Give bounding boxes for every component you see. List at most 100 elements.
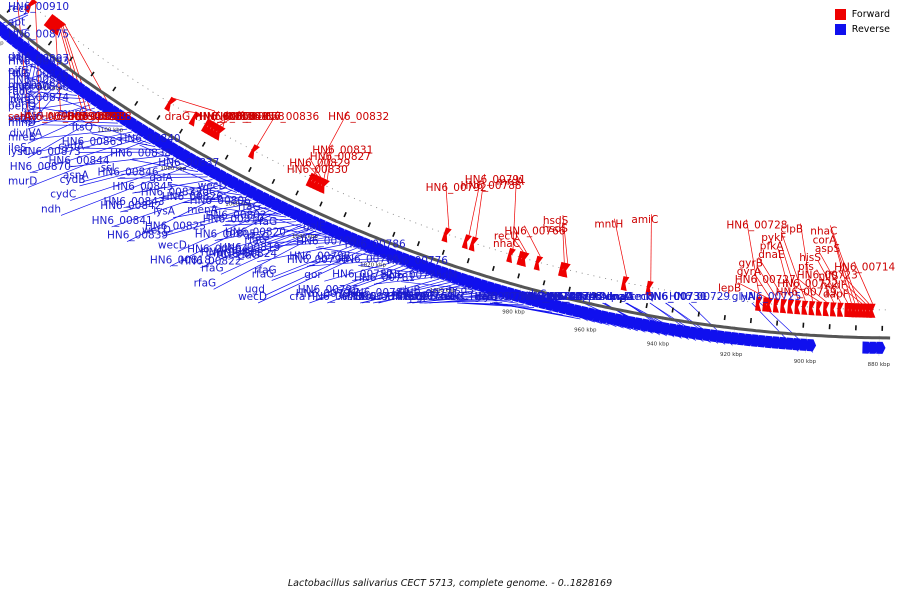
forward-gene-arrow bbox=[164, 96, 177, 112]
reverse-gene-label: rfaG bbox=[194, 277, 217, 289]
reverse-gene-label: HN6_00825 bbox=[145, 220, 206, 232]
reverse-gene-label: ftsQ bbox=[72, 122, 93, 134]
forward-gene-label: HN6_00788 bbox=[461, 180, 522, 192]
reverse-gene-label: HN6_00782 bbox=[332, 268, 393, 280]
reverse-gene-label: menA bbox=[187, 204, 218, 216]
forward-leader-line bbox=[445, 182, 450, 229]
reverse-leader-line bbox=[207, 225, 307, 256]
reverse-leader-line bbox=[419, 299, 508, 304]
legend-label-reverse: Reverse bbox=[851, 24, 890, 35]
forward-gene-arrow bbox=[808, 301, 816, 316]
reverse-gene-label: ndh bbox=[41, 203, 61, 215]
reverse-gene-label: HN6_00839 bbox=[107, 230, 168, 242]
reverse-gene-label: mreB bbox=[8, 131, 36, 143]
forward-gene-arrow bbox=[188, 111, 201, 127]
forward-leader-line bbox=[326, 144, 333, 180]
track-mark bbox=[224, 154, 229, 160]
gene-arrows bbox=[0, 0, 886, 354]
track-mark bbox=[619, 297, 623, 304]
reverse-gene-label: HN6_00806 bbox=[190, 195, 251, 207]
forward-leader-line bbox=[562, 222, 565, 263]
forward-gene-label: HN6_00855 bbox=[195, 111, 256, 123]
forward-gene-label: nifS bbox=[819, 271, 839, 283]
reverse-gene-label: galE bbox=[303, 221, 326, 233]
forward-gene-arrow bbox=[801, 300, 809, 315]
reverse-gene-label: mreD bbox=[8, 79, 37, 91]
forward-leader-line bbox=[777, 248, 792, 300]
reverse-gene-label: hsdM bbox=[430, 269, 458, 281]
forward-leader-line bbox=[816, 269, 835, 303]
reverse-gene-label: recQ bbox=[630, 291, 655, 303]
reverse-leader-line bbox=[316, 247, 378, 257]
reverse-leader-line bbox=[26, 58, 29, 87]
reverse-leader-line bbox=[181, 199, 252, 204]
track-mark bbox=[593, 292, 597, 298]
forward-leader-line bbox=[475, 173, 486, 238]
reverse-leader-line bbox=[364, 250, 419, 273]
reverse-leader-line bbox=[225, 219, 292, 222]
forward-gene-arrow bbox=[52, 20, 67, 36]
forward-leader-line bbox=[853, 261, 873, 304]
reverse-gene-label: divIVA bbox=[10, 127, 43, 139]
reverse-gene-label: mraY bbox=[10, 94, 38, 106]
reverse-leader-line bbox=[40, 91, 109, 118]
forward-leader-line bbox=[313, 110, 349, 175]
reverse-gene-label: apt bbox=[8, 17, 25, 29]
forward-gene-label: HN6_00766 bbox=[504, 226, 565, 238]
forward-gene-arrow bbox=[755, 296, 763, 312]
track-mark bbox=[319, 201, 323, 207]
forward-gene-label: corA bbox=[813, 234, 838, 246]
scale-tick-label: 1040 kbp bbox=[292, 234, 318, 240]
reverse-gene-label: lysC bbox=[8, 146, 30, 158]
reverse-gene-arrow bbox=[806, 339, 817, 352]
forward-gene-arrow bbox=[780, 298, 788, 314]
scale-tick-label: 1060 kbp bbox=[225, 202, 251, 208]
reverse-leader-line bbox=[27, 76, 73, 93]
reverse-leader-line bbox=[27, 65, 36, 104]
reverse-leader-line bbox=[214, 223, 302, 241]
forward-gene-label: pfkA bbox=[760, 241, 784, 253]
reverse-gene-label: HN6_00824 bbox=[216, 248, 277, 260]
forward-leader-line bbox=[524, 225, 541, 257]
forward-gene-label: HN6_00723 bbox=[797, 270, 858, 282]
forward-gene-label: HN6_00831 bbox=[312, 145, 373, 157]
reverse-gene-label: minC bbox=[8, 98, 35, 110]
reverse-gene-arrow bbox=[792, 338, 803, 351]
reverse-leader-line bbox=[419, 290, 476, 298]
track-mark bbox=[568, 286, 571, 292]
forward-gene-label: mntH bbox=[594, 219, 623, 231]
reverse-gene-label: galA bbox=[149, 172, 173, 184]
forward-leader-line bbox=[737, 282, 767, 298]
genome-backbone bbox=[0, 13, 891, 340]
reverse-leader-line bbox=[417, 292, 482, 301]
forward-gene-label: nhaC bbox=[810, 225, 837, 237]
reverse-gene-label: minD bbox=[8, 117, 36, 129]
reverse-gene-label: HN6_00730 bbox=[645, 291, 706, 303]
forward-gene-label: HN6_00858 bbox=[224, 111, 285, 123]
reverse-gene-arrow bbox=[876, 341, 886, 354]
reverse-leader-line bbox=[173, 202, 257, 218]
forward-gene-arrow bbox=[772, 298, 781, 313]
reverse-leader-line bbox=[235, 230, 317, 261]
reverse-gene-label: HN6_00821 bbox=[201, 247, 262, 259]
reverse-gene-label: HN6_00802 bbox=[206, 210, 267, 222]
reverse-leader-line bbox=[222, 221, 297, 226]
reverse-leader-line bbox=[132, 179, 213, 194]
reverse-leader-line bbox=[407, 295, 492, 304]
reverse-leader-line bbox=[30, 105, 114, 121]
reverse-leader-line bbox=[324, 261, 393, 282]
reverse-gene-label: HN6_00838 bbox=[110, 148, 171, 160]
reverse-leader-line bbox=[239, 236, 330, 255]
track-mark bbox=[542, 280, 546, 286]
reverse-gene-label: celB bbox=[476, 291, 498, 303]
track-mark bbox=[466, 258, 470, 264]
forward-leader-line bbox=[256, 110, 279, 146]
forward-leader-line bbox=[838, 270, 870, 304]
reverse-gene-arrow bbox=[869, 341, 879, 354]
track-mark bbox=[671, 307, 674, 313]
reverse-gene-label: rfaG bbox=[255, 216, 278, 228]
reverse-gene-label: cydB bbox=[60, 174, 86, 186]
reverse-leader-line bbox=[177, 209, 272, 252]
reverse-gene-label: HN6_00842 bbox=[100, 200, 161, 212]
forward-leader-line bbox=[754, 273, 771, 299]
